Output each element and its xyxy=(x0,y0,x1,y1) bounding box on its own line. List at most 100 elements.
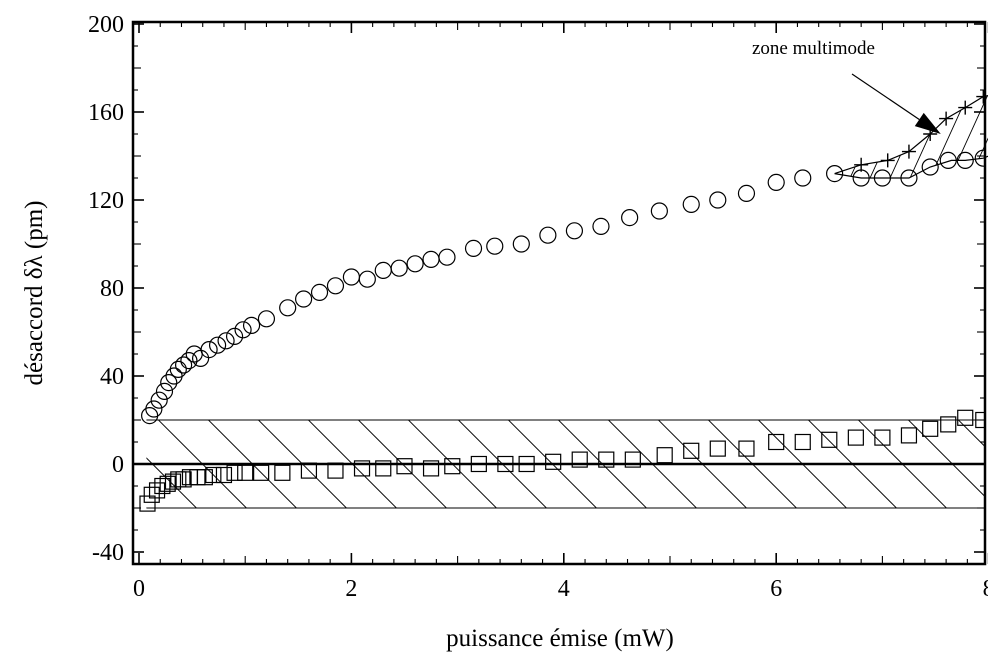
x-tick-label: 2 xyxy=(345,576,357,602)
square-point xyxy=(900,427,918,444)
x-tick-label: 6 xyxy=(770,576,782,602)
square-point xyxy=(327,462,344,479)
circle-point xyxy=(342,268,360,286)
square-point xyxy=(175,471,192,488)
circle-point xyxy=(873,169,892,187)
square-point xyxy=(922,420,939,437)
square-point xyxy=(237,464,254,481)
circle-point xyxy=(160,374,178,392)
square-point xyxy=(215,466,233,484)
circle-point xyxy=(737,184,756,202)
circle-point xyxy=(422,250,440,268)
y-tick-label: 40 xyxy=(100,364,124,390)
square-point xyxy=(957,409,974,426)
zone-hatch-line xyxy=(947,94,988,178)
circle-point xyxy=(438,248,456,266)
circle-point xyxy=(217,332,235,350)
y-tick-label: 120 xyxy=(88,188,124,214)
circle-point xyxy=(682,195,700,213)
plus-point xyxy=(976,89,985,104)
circle-point xyxy=(225,327,244,345)
circle-point xyxy=(592,217,610,235)
zone-hatch-line xyxy=(847,94,891,178)
circle-point xyxy=(939,151,957,169)
circle-point xyxy=(486,237,504,255)
square-point xyxy=(205,466,222,484)
y-tick-label: 0 xyxy=(112,452,124,478)
square-point xyxy=(545,453,562,470)
square-point xyxy=(497,455,514,473)
zone-hatch-line xyxy=(867,94,911,178)
plus-point xyxy=(958,100,973,115)
square-point xyxy=(624,451,641,468)
circle-point xyxy=(974,149,985,167)
square-point xyxy=(571,451,588,468)
annotation: zone multimode xyxy=(752,38,941,134)
series-circle xyxy=(141,149,985,425)
square-point xyxy=(656,447,673,464)
square-point xyxy=(738,440,755,457)
square-point xyxy=(598,451,615,468)
square-point xyxy=(821,431,838,448)
zone-hatch-line xyxy=(907,94,951,178)
square-point xyxy=(196,469,213,486)
zone-lower-edge xyxy=(834,155,988,179)
plus-point xyxy=(939,111,954,126)
square-point xyxy=(396,458,413,475)
square-point xyxy=(422,460,440,477)
square-point xyxy=(226,464,243,481)
circle-point xyxy=(310,283,329,301)
square-point xyxy=(794,433,811,451)
series-square xyxy=(139,409,985,512)
square-point xyxy=(253,464,270,481)
x-tick-label: 4 xyxy=(558,576,570,602)
multimode-zone xyxy=(834,94,988,179)
square-point xyxy=(874,429,891,446)
circle-point xyxy=(155,382,174,400)
square-point xyxy=(683,442,700,459)
band-hatch-line xyxy=(958,420,985,448)
circle-point xyxy=(169,360,187,378)
annotation-text: zone multimode xyxy=(752,38,875,59)
square-point xyxy=(470,455,487,473)
square-point xyxy=(274,464,291,481)
square-point xyxy=(353,460,371,477)
axes: 0 2 4 6 8 -40 0 40 80 120 160 200 xyxy=(88,12,988,602)
y-tick-label: 80 xyxy=(100,276,124,302)
zone-hatch-line xyxy=(887,94,931,178)
square-point xyxy=(148,482,166,499)
circle-point xyxy=(257,310,276,328)
circle-point xyxy=(145,400,163,418)
annotation-arrowhead xyxy=(914,112,941,134)
circle-point xyxy=(565,222,584,240)
circle-point xyxy=(326,277,345,295)
square-point xyxy=(518,455,535,473)
x-axis-title: puissance émise (mW) xyxy=(446,625,674,652)
circle-point xyxy=(374,261,392,279)
circle-point xyxy=(358,270,376,288)
x-tick-label: 8 xyxy=(983,576,988,602)
circle-point xyxy=(464,239,483,257)
circle-point xyxy=(150,391,168,409)
square-point xyxy=(143,486,160,503)
circle-point xyxy=(921,158,939,176)
square-point xyxy=(139,495,156,512)
circle-point xyxy=(900,169,918,187)
zone-hatch xyxy=(834,94,988,178)
circle-point xyxy=(826,165,844,183)
circle-point xyxy=(180,352,198,370)
square-point xyxy=(975,411,985,429)
y-tick-label: 160 xyxy=(88,100,124,126)
circle-point xyxy=(175,356,193,374)
circle-point xyxy=(200,341,218,359)
plot-frame xyxy=(131,20,987,566)
circle-point xyxy=(709,191,727,209)
series-plus xyxy=(854,89,985,172)
circle-point xyxy=(242,316,261,334)
plus-point xyxy=(901,144,916,159)
plus-point xyxy=(880,153,895,168)
circle-point xyxy=(390,259,408,277)
data-marks xyxy=(139,89,985,512)
y-tick-label: 200 xyxy=(88,12,124,38)
